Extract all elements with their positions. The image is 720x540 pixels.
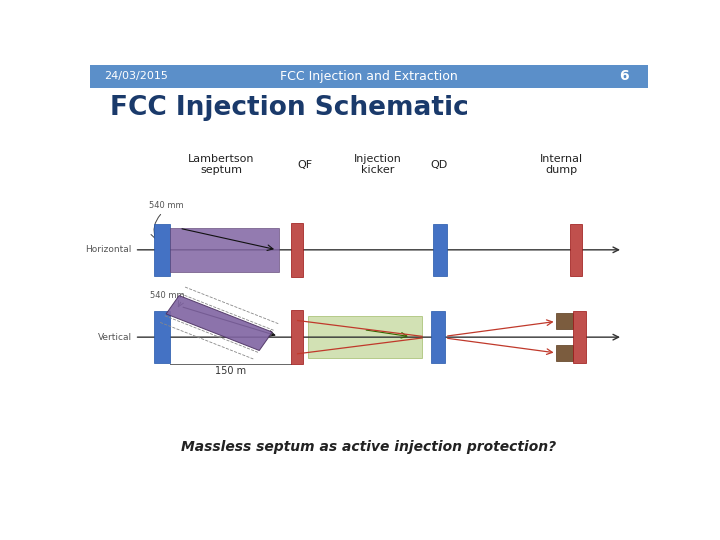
Bar xyxy=(170,228,279,272)
Text: Lambertson
septum: Lambertson septum xyxy=(188,154,254,176)
Bar xyxy=(431,311,445,363)
Bar xyxy=(307,316,422,358)
Bar xyxy=(154,311,170,363)
Text: 150 m: 150 m xyxy=(215,366,246,376)
Text: Vertical: Vertical xyxy=(98,333,132,342)
Text: 24/03/2015: 24/03/2015 xyxy=(104,71,168,81)
Bar xyxy=(557,313,573,329)
Text: QF: QF xyxy=(297,160,312,170)
Text: Injection
kicker: Injection kicker xyxy=(354,154,401,176)
Text: 6: 6 xyxy=(619,69,629,83)
Bar xyxy=(557,345,573,361)
Polygon shape xyxy=(166,295,272,350)
Text: FCC Injection and Extraction: FCC Injection and Extraction xyxy=(280,70,458,83)
Bar xyxy=(433,224,446,276)
Text: QD: QD xyxy=(430,160,447,170)
Text: Internal
dump: Internal dump xyxy=(540,154,583,176)
Text: Horizontal: Horizontal xyxy=(86,245,132,254)
Bar xyxy=(154,224,170,276)
Bar xyxy=(291,310,303,364)
Bar xyxy=(573,311,585,363)
Bar xyxy=(90,65,648,87)
Bar xyxy=(291,223,303,277)
Text: Massless septum as active injection protection?: Massless septum as active injection prot… xyxy=(181,440,557,454)
Text: FCC Injection Schematic: FCC Injection Schematic xyxy=(109,96,468,122)
Text: 540 mm: 540 mm xyxy=(148,201,183,210)
Bar xyxy=(570,224,582,276)
Text: 540 mm: 540 mm xyxy=(150,291,185,300)
